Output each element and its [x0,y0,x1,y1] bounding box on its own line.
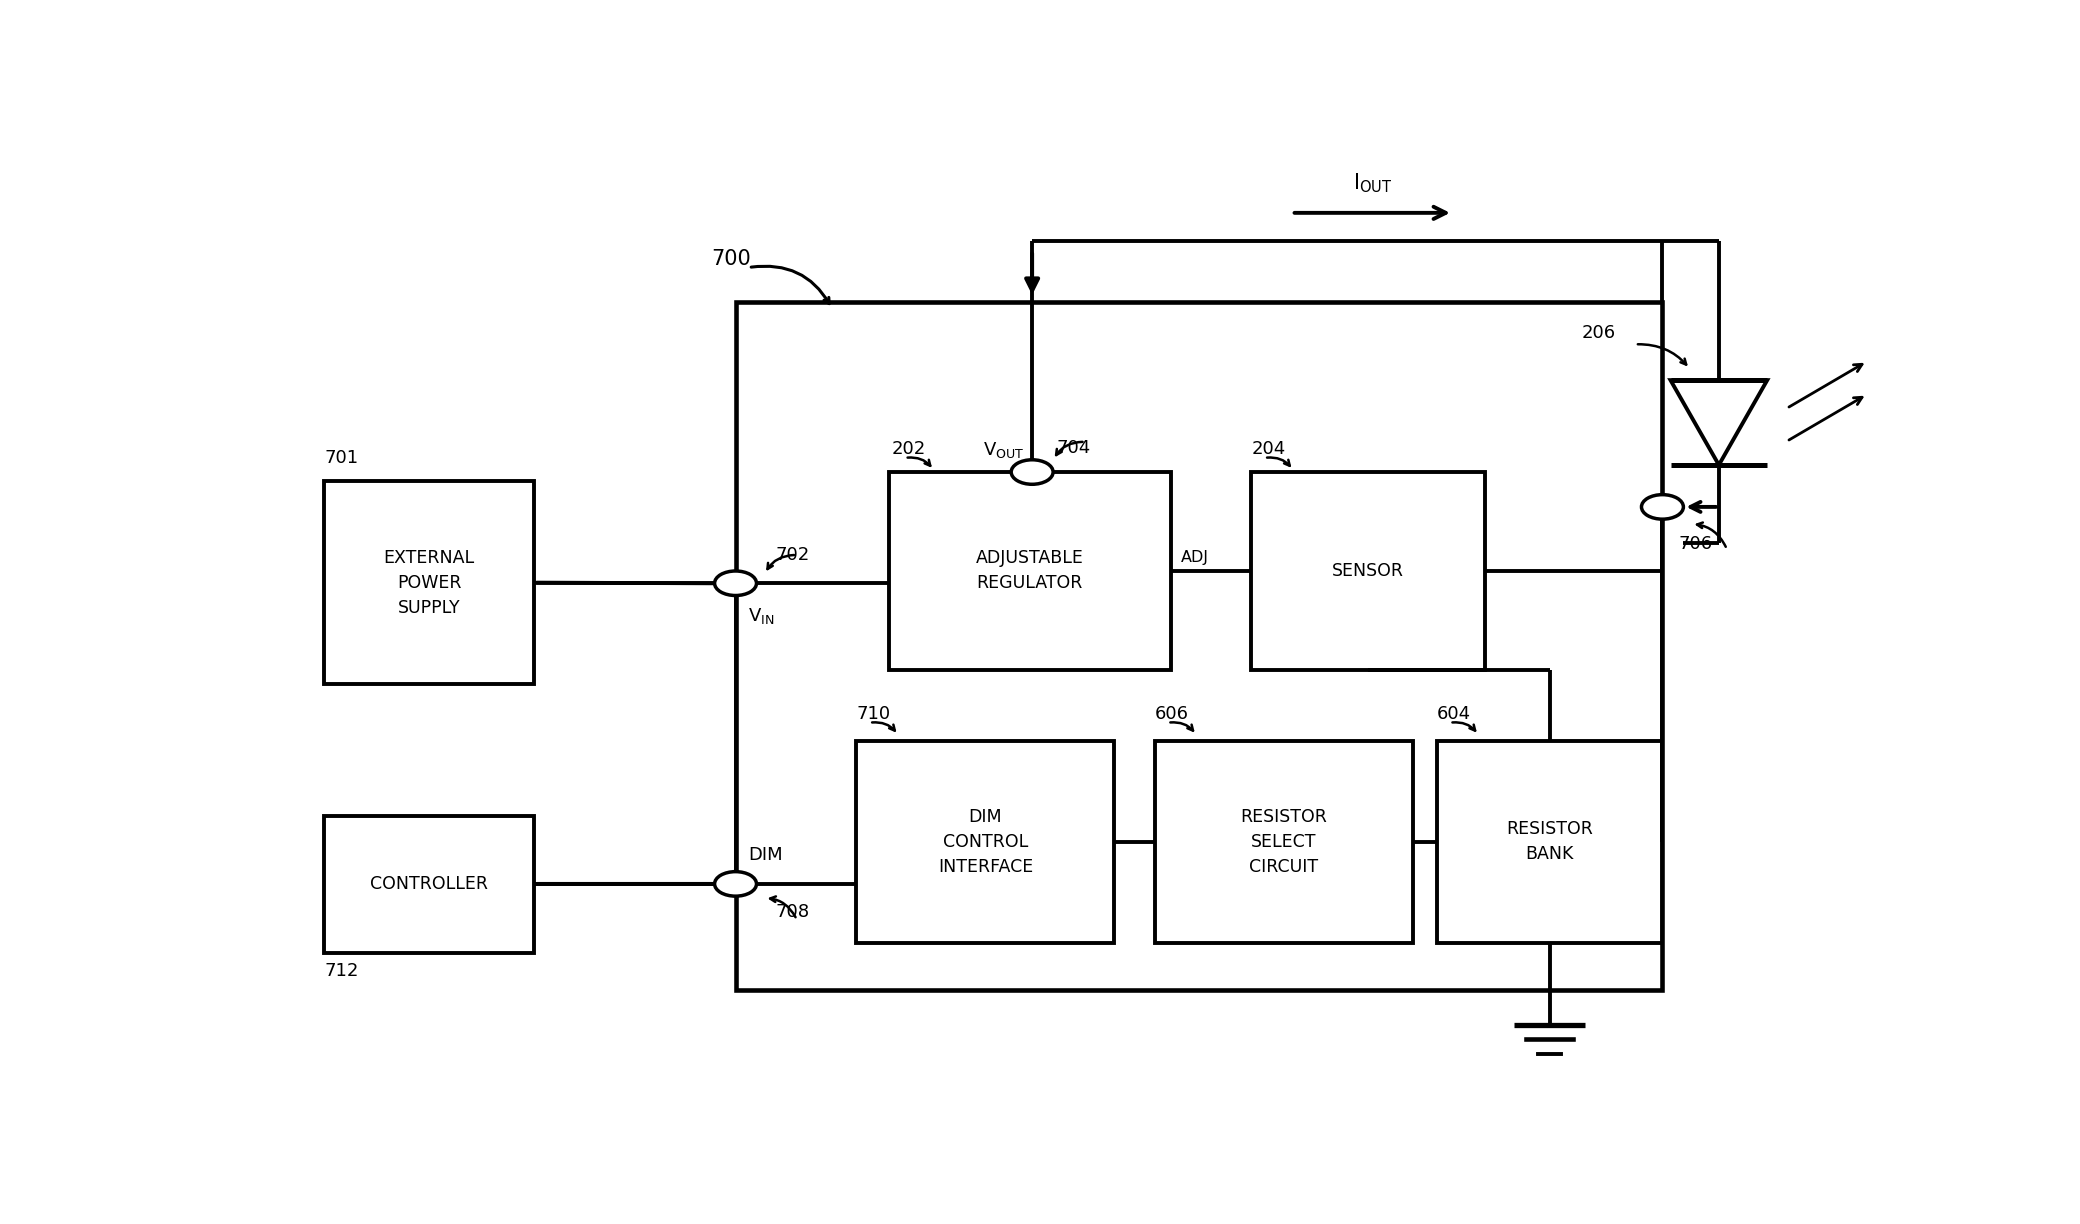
Text: $\mathregular{I_{OUT}}$: $\mathregular{I_{OUT}}$ [1352,171,1392,195]
FancyBboxPatch shape [1154,741,1412,944]
Text: 708: 708 [776,903,809,920]
FancyBboxPatch shape [736,302,1662,990]
FancyBboxPatch shape [857,741,1115,944]
Text: ADJ: ADJ [1181,550,1208,564]
Text: 606: 606 [1154,705,1188,723]
Circle shape [1011,460,1052,485]
FancyBboxPatch shape [1252,472,1485,670]
Text: 604: 604 [1437,705,1471,723]
Text: ADJUSTABLE
REGULATOR: ADJUSTABLE REGULATOR [976,550,1084,592]
Polygon shape [1670,381,1768,465]
Text: DIM: DIM [749,846,782,864]
Text: 710: 710 [857,705,890,723]
Circle shape [1641,494,1683,519]
Text: $\mathregular{V_{IN}}$: $\mathregular{V_{IN}}$ [749,606,776,625]
Text: 706: 706 [1679,535,1712,553]
Text: RESISTOR
SELECT
CIRCUIT: RESISTOR SELECT CIRCUIT [1240,808,1327,876]
Text: CONTROLLER: CONTROLLER [370,875,489,894]
Text: 712: 712 [324,962,360,980]
Text: 700: 700 [711,248,751,269]
FancyBboxPatch shape [324,816,535,952]
FancyBboxPatch shape [888,472,1171,670]
Text: 701: 701 [324,449,358,466]
Circle shape [716,570,757,596]
Text: 704: 704 [1057,439,1090,458]
Text: 204: 204 [1252,441,1285,458]
FancyBboxPatch shape [1437,741,1662,944]
Text: SENSOR: SENSOR [1333,562,1404,580]
FancyBboxPatch shape [324,481,535,684]
Text: EXTERNAL
POWER
SUPPLY: EXTERNAL POWER SUPPLY [383,548,474,617]
Text: RESISTOR
BANK: RESISTOR BANK [1506,820,1593,863]
Text: DIM
CONTROL
INTERFACE: DIM CONTROL INTERFACE [938,808,1034,876]
Text: 206: 206 [1583,323,1616,341]
Text: 702: 702 [776,546,809,564]
Circle shape [716,871,757,896]
Text: 202: 202 [892,441,926,458]
Text: $\mathregular{V_{OUT}}$: $\mathregular{V_{OUT}}$ [984,441,1023,460]
